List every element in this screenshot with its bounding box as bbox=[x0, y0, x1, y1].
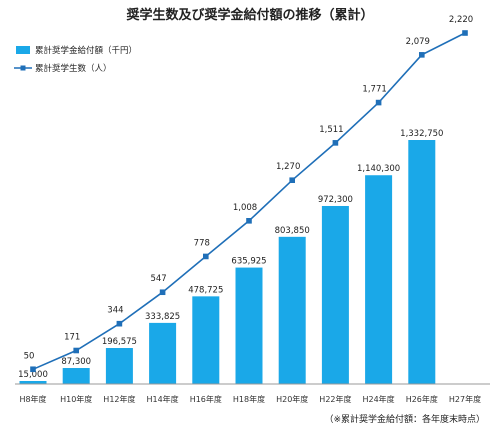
bar bbox=[235, 267, 263, 384]
bar-data-label: 333,825 bbox=[145, 312, 180, 322]
line-marker bbox=[332, 140, 339, 146]
bar bbox=[149, 322, 177, 384]
x-tick-label: H18年度 bbox=[233, 394, 265, 404]
x-tick-label: H20年度 bbox=[276, 394, 308, 404]
bar-data-label: 1,140,300 bbox=[357, 164, 400, 174]
footnote: （※累計奨学金給付額：各年度末時点） bbox=[324, 413, 485, 425]
line-marker bbox=[159, 289, 166, 296]
bar-data-label: 87,300 bbox=[61, 357, 91, 367]
x-tick-labels: H8年度 H10年度 H12年度 H14年度 H16年度 H18年度 H20年度 H22年度 H… bbox=[19, 394, 481, 404]
line-data-label: 1,270 bbox=[276, 162, 300, 172]
line-data-label: 1,771 bbox=[362, 85, 386, 95]
legend-line-marker bbox=[20, 65, 26, 71]
x-tick-label: H14年度 bbox=[146, 394, 178, 404]
line-marker bbox=[246, 218, 252, 224]
x-tick-label: H27年度 bbox=[449, 394, 481, 404]
bar bbox=[105, 348, 133, 384]
line-marker bbox=[30, 366, 36, 373]
x-tick-label: H16年度 bbox=[190, 394, 222, 404]
bar-data-label: 15,000 bbox=[18, 370, 48, 380]
line-marker bbox=[462, 30, 468, 36]
bar-data-label: 478,725 bbox=[188, 285, 223, 295]
line-data-label: 1,511 bbox=[319, 125, 343, 135]
line-markers bbox=[30, 30, 468, 373]
bar-labels: 15,000 87,300 196,575 333,825 478,725 635,925… bbox=[18, 129, 443, 380]
chart-title: 奨学生数及び奨学金給付額の推移（累計） bbox=[125, 7, 373, 23]
line-marker bbox=[116, 320, 123, 327]
line-data-label: 2,220 bbox=[449, 15, 473, 25]
line-data-label: 171 bbox=[64, 333, 80, 343]
line-data-label: 50 bbox=[24, 351, 35, 361]
legend-bar-label: 累計奨学金給付額（千円） bbox=[35, 45, 137, 56]
x-tick-label: H26年度 bbox=[406, 394, 438, 404]
bar bbox=[365, 175, 393, 384]
line-data-label: 344 bbox=[107, 306, 123, 316]
line-marker bbox=[203, 253, 209, 260]
bar-data-label: 635,925 bbox=[231, 257, 266, 267]
x-tick-label: H24年度 bbox=[362, 394, 394, 404]
line-marker bbox=[375, 99, 382, 106]
bar-series bbox=[19, 140, 436, 384]
legend-bar-swatch bbox=[16, 46, 30, 54]
bar-data-label: 1,332,750 bbox=[400, 129, 443, 139]
bar bbox=[321, 205, 349, 384]
bar bbox=[62, 368, 90, 384]
line-data-label: 547 bbox=[150, 274, 166, 284]
line-marker bbox=[289, 177, 295, 184]
x-tick-label: H22年度 bbox=[319, 394, 351, 404]
bar bbox=[192, 296, 220, 384]
bar-data-label: 972,300 bbox=[318, 195, 353, 205]
line-marker bbox=[73, 347, 79, 354]
line-data-label: 1,008 bbox=[233, 203, 257, 213]
x-tick-label: H8年度 bbox=[19, 394, 46, 404]
bar bbox=[19, 381, 47, 384]
line-data-label: 778 bbox=[194, 238, 210, 248]
line-labels: 50 171 344 547 778 1,008 1,270 1,511 1,771 2,079 2… bbox=[24, 15, 474, 361]
x-tick-label: H10年度 bbox=[60, 394, 92, 404]
x-tick-label: H12年度 bbox=[103, 394, 135, 404]
bar bbox=[408, 140, 436, 384]
line-marker bbox=[419, 52, 425, 58]
legend-line-label: 累計奨学生数（人） bbox=[35, 63, 112, 74]
bar-data-label: 196,575 bbox=[102, 337, 137, 347]
legend: 累計奨学金給付額（千円） 累計奨学生数（人） bbox=[14, 45, 137, 74]
bar bbox=[278, 236, 306, 384]
line-data-label: 2,079 bbox=[406, 37, 430, 47]
bar-data-label: 803,850 bbox=[275, 226, 310, 236]
